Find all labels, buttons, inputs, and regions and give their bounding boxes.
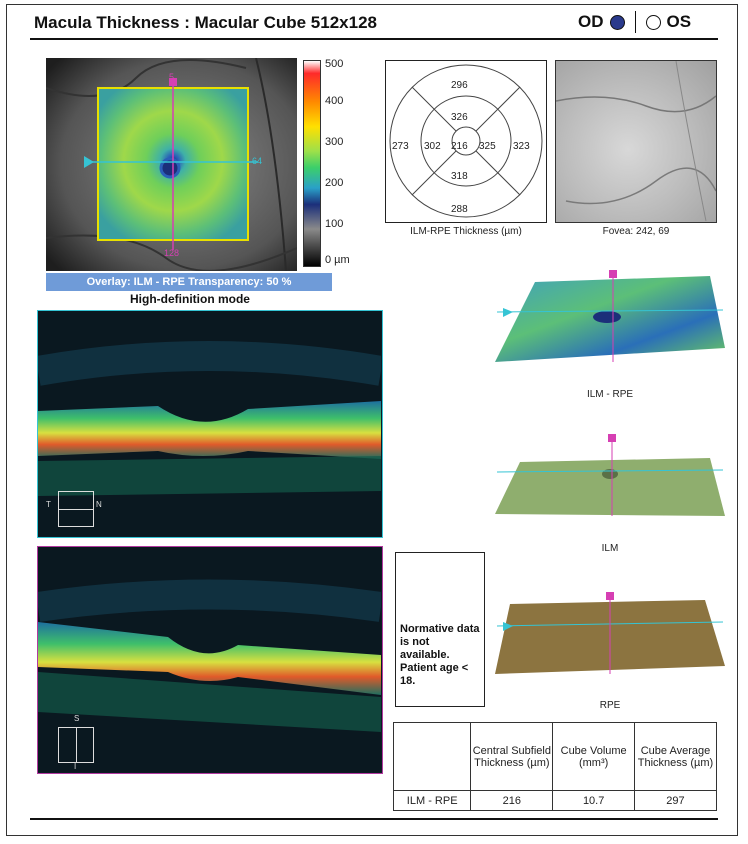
etdrs-inner-nasal: 325 bbox=[479, 141, 496, 152]
map-side-marker: 64 bbox=[252, 156, 263, 166]
normative-note: Normative data is not available. Patient… bbox=[400, 623, 480, 687]
bscan-nasal-label: N bbox=[96, 500, 102, 509]
etdrs-inner-inferior: 318 bbox=[451, 171, 468, 182]
fundus-caption: Fovea: 242, 69 bbox=[602, 226, 670, 237]
etdrs-grid: 296 326 273 302 216 325 323 318 288 bbox=[385, 60, 547, 223]
etdrs-outer-temporal: 273 bbox=[392, 141, 409, 152]
eye-selector[interactable]: OD OS bbox=[578, 11, 691, 33]
colorbar-tick: 0 µm bbox=[325, 254, 350, 266]
surface-ilm-rpe bbox=[495, 270, 730, 370]
surface-rpe bbox=[495, 590, 730, 682]
surface-ilm-image bbox=[495, 434, 725, 516]
map-top-marker: 5 bbox=[169, 72, 175, 82]
surface-ilm-label: ILM bbox=[601, 543, 619, 554]
etdrs-outer-superior: 296 bbox=[451, 80, 468, 91]
etdrs-central: 216 bbox=[451, 141, 468, 152]
map-bottom-marker: 128 bbox=[164, 248, 180, 258]
header-rule bbox=[30, 38, 718, 40]
results-header: Cube Volume (mm³) bbox=[552, 722, 635, 791]
bscan-horizontal: T N bbox=[37, 310, 383, 538]
results-empty-cell bbox=[392, 722, 472, 791]
normative-note-box: Normative data is not available. Patient… bbox=[395, 552, 485, 707]
od-radio-icon[interactable] bbox=[609, 14, 625, 30]
results-row-label: ILM - RPE bbox=[392, 790, 472, 811]
footer-rule bbox=[30, 818, 718, 820]
bscan-orientation-box bbox=[58, 491, 94, 527]
colorbar-tick: 200 bbox=[325, 177, 344, 189]
surface-rpe-label: RPE bbox=[599, 700, 621, 711]
results-value-average: 297 bbox=[633, 790, 718, 811]
os-radio-icon[interactable] bbox=[645, 14, 661, 30]
colorbar-tick: 400 bbox=[325, 95, 344, 107]
results-header: Central Subfield Thickness (µm) bbox=[470, 722, 554, 791]
od-label: OD bbox=[578, 12, 604, 31]
bscan-v-orientation-box bbox=[58, 727, 94, 763]
results-value-volume: 10.7 bbox=[552, 790, 635, 811]
thickness-map: 5 64 128 bbox=[45, 57, 298, 272]
bscan-horizontal-image bbox=[38, 311, 382, 536]
surface-rpe-image bbox=[495, 592, 725, 674]
mode-label: High-definition mode bbox=[130, 292, 250, 306]
report-frame bbox=[6, 4, 738, 836]
results-table: Central Subfield Thickness (µm) Cube Vol… bbox=[392, 722, 718, 811]
results-value-central: 216 bbox=[470, 790, 554, 811]
surface-ilm-rpe-label: ILM - RPE bbox=[586, 389, 634, 400]
os-label: OS bbox=[666, 12, 692, 31]
bscan-vertical-image bbox=[38, 547, 382, 772]
surface-ilm-rpe-image bbox=[495, 270, 725, 362]
fundus-vessels bbox=[555, 60, 717, 222]
colorbar-tick: 300 bbox=[325, 136, 344, 148]
overlay-settings[interactable]: Overlay: ILM - RPE Transparency: 50 % bbox=[46, 273, 332, 291]
eye-divider bbox=[634, 11, 636, 33]
surface-ilm bbox=[495, 432, 730, 520]
report-title: Macula Thickness : Macular Cube 512x128 bbox=[34, 13, 377, 32]
thickness-map-image bbox=[45, 57, 298, 272]
bscan-inferior-label: I bbox=[74, 762, 77, 771]
colorbar-tick: 500 bbox=[325, 58, 344, 70]
colorbar-tick: 100 bbox=[325, 218, 344, 230]
etdrs-outer-nasal: 323 bbox=[513, 141, 530, 152]
bscan-vertical: S I bbox=[37, 546, 383, 774]
etdrs-caption: ILM-RPE Thickness (µm) bbox=[410, 226, 522, 237]
bscan-temporal-label: T bbox=[46, 500, 51, 509]
etdrs-outer-inferior: 288 bbox=[451, 204, 468, 215]
etdrs-inner-temporal: 302 bbox=[424, 141, 441, 152]
colorbar bbox=[303, 60, 321, 267]
results-header: Cube Average Thickness (µm) bbox=[633, 722, 718, 791]
etdrs-grid-svg bbox=[389, 64, 543, 218]
etdrs-inner-superior: 326 bbox=[451, 112, 468, 123]
bscan-superior-label: S bbox=[74, 714, 80, 723]
fundus-image bbox=[555, 60, 717, 223]
